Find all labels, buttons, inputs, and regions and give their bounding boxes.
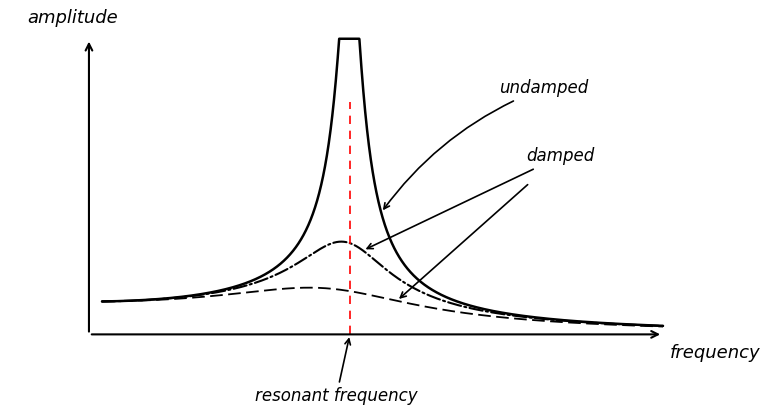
Text: resonant frequency: resonant frequency	[255, 339, 417, 406]
Text: undamped: undamped	[384, 79, 588, 209]
Text: amplitude: amplitude	[28, 9, 119, 27]
Text: damped: damped	[367, 147, 594, 249]
Text: frequency: frequency	[670, 344, 761, 362]
